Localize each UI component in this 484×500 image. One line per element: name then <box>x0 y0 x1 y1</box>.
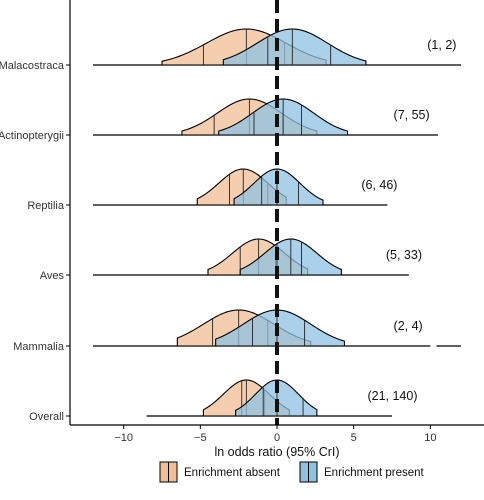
count-label: (7, 55) <box>394 108 430 122</box>
count-label: (6, 46) <box>361 178 397 192</box>
x-axis: −10 −5 0 5 10 ln odds ratio (95% CrI) <box>70 424 484 459</box>
legend-label: Enrichment absent <box>184 467 281 479</box>
ridges-layer: (1, 2) (7, 55) (6, 46) (5, 33) (2, 4) (21, 14… <box>93 0 461 425</box>
density-present-reptilia <box>233 168 324 206</box>
ridge-aves: (5, 33) <box>93 238 422 276</box>
x-tick-label: −10 <box>114 432 133 444</box>
y-tick-label: Reptilia <box>27 200 65 212</box>
y-axis: Malacostraca Actinopterygii Reptilia Aves Ma… <box>0 0 71 425</box>
x-axis-title: ln odds ratio (95% CrI) <box>214 445 339 459</box>
legend: Enrichment absent Enrichment present <box>159 461 425 483</box>
count-label: (21, 140) <box>367 389 417 403</box>
count-label: (5, 33) <box>386 248 422 262</box>
legend-item-present: Enrichment present <box>299 461 425 483</box>
y-tick-label: Mammalia <box>13 341 65 353</box>
y-tick-label: Malacostraca <box>0 60 65 72</box>
x-tick-label: 10 <box>424 432 436 444</box>
x-tick-label: 5 <box>351 432 357 444</box>
ridge-mammalia: (2, 4) <box>93 309 461 347</box>
ridge-overall: (21, 140) <box>146 379 417 417</box>
x-tick-label: 0 <box>274 432 280 444</box>
count-label: (2, 4) <box>394 319 423 333</box>
density-present-mammalia <box>215 309 346 347</box>
legend-label: Enrichment present <box>324 467 425 479</box>
y-tick-label: Aves <box>40 270 65 282</box>
y-tick-label: Overall <box>29 411 64 423</box>
ridge-actinopterygii: (7, 55) <box>93 98 438 136</box>
y-tick-label: Actinopterygii <box>0 130 64 142</box>
count-label: (1, 2) <box>427 38 456 52</box>
ridge-reptilia: (6, 46) <box>93 168 397 206</box>
legend-item-absent: Enrichment absent <box>159 461 281 483</box>
x-tick-label: −5 <box>194 432 207 444</box>
ridge-malacostraca: (1, 2) <box>93 28 461 66</box>
